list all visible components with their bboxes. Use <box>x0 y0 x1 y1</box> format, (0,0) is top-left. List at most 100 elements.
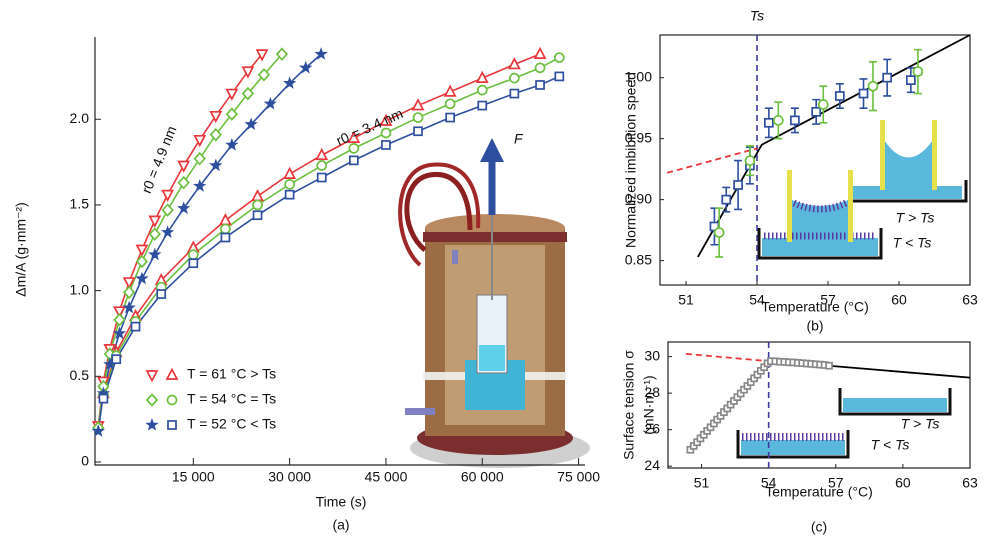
marker <box>135 254 149 269</box>
marker <box>188 258 199 269</box>
marker <box>867 80 879 92</box>
x-axis-label: Temperature (°C) <box>765 484 873 500</box>
x-axis-label: Time (s) <box>316 494 367 510</box>
plate <box>932 120 937 190</box>
marker <box>148 215 162 228</box>
marker <box>905 75 916 85</box>
y-axis-label: (mN·m⁻¹) <box>641 375 657 434</box>
series-line <box>97 53 263 427</box>
axes <box>94 37 585 466</box>
legend-label: T = 52 °C < Ts <box>187 416 276 432</box>
x-axis-label: Temperature (°C) <box>761 299 869 315</box>
ts-label: Ts <box>750 8 764 24</box>
marker <box>225 137 239 151</box>
panel-label: (a) <box>332 517 349 533</box>
marker <box>315 147 329 161</box>
fit-line <box>666 147 758 174</box>
pipe <box>405 408 435 415</box>
marker <box>834 91 845 101</box>
marker <box>744 155 756 166</box>
container <box>736 430 850 459</box>
marker <box>380 127 392 139</box>
marker <box>314 47 328 60</box>
marker <box>443 84 457 97</box>
marker <box>112 326 127 340</box>
x-tick-label: 75 000 <box>557 469 600 485</box>
marker <box>348 155 359 166</box>
marker <box>241 86 255 101</box>
x-tick-label: 54 <box>761 475 777 491</box>
liquid <box>741 440 845 455</box>
x-tick-label: 51 <box>678 292 694 308</box>
annotation: F <box>514 131 524 147</box>
marker <box>284 179 295 190</box>
marker <box>193 179 207 192</box>
marker <box>209 110 223 124</box>
marker <box>113 312 126 327</box>
marker <box>283 76 297 89</box>
marker <box>130 321 141 332</box>
marker <box>91 424 105 437</box>
marker <box>252 199 263 211</box>
marker <box>284 189 295 200</box>
marker <box>275 47 289 61</box>
x-tick-label: 60 <box>895 475 911 491</box>
marker <box>252 210 263 221</box>
meniscus <box>884 140 933 188</box>
inset-b <box>757 120 968 260</box>
marker <box>220 232 231 243</box>
y-tick-label: 0.5 <box>70 367 90 383</box>
x-tick-label: 54 <box>749 292 765 308</box>
plate <box>848 170 853 242</box>
marker <box>811 106 822 117</box>
container <box>757 228 883 260</box>
marker <box>161 189 175 202</box>
inset-label: T < Ts <box>893 235 932 251</box>
marker <box>193 151 206 166</box>
marker <box>193 134 207 148</box>
marker <box>721 194 732 205</box>
marker <box>316 160 328 171</box>
legend-marker <box>166 394 178 406</box>
marker <box>477 100 488 111</box>
marker <box>177 175 190 190</box>
marker <box>882 72 893 83</box>
legend-marker <box>145 370 159 383</box>
marker <box>817 99 829 110</box>
marker <box>475 70 489 83</box>
x-tick-label: 60 000 <box>461 469 504 485</box>
cable <box>398 162 481 267</box>
marker <box>98 393 109 404</box>
panel-label: (c) <box>811 519 827 535</box>
pipe <box>452 250 458 264</box>
plate <box>787 170 792 242</box>
y-tick-label: 0.95 <box>625 129 652 145</box>
marker <box>554 71 565 82</box>
x-tick-label: 57 <box>820 292 836 308</box>
x-tick-label: 30 000 <box>268 469 311 485</box>
marker <box>553 52 565 63</box>
marker <box>535 80 545 90</box>
inset-label: T < Ts <box>871 437 910 453</box>
fit-line <box>828 364 971 379</box>
marker <box>263 96 277 110</box>
marker <box>161 225 175 238</box>
y-tick-label: 1.5 <box>70 196 90 212</box>
y-tick-label: 28 <box>644 384 660 400</box>
marker <box>772 115 784 126</box>
marker <box>534 62 546 74</box>
molecules <box>792 199 848 213</box>
marker <box>148 247 162 261</box>
x-tick-label: 63 <box>962 475 978 491</box>
marker <box>255 49 269 62</box>
marker <box>156 289 167 299</box>
marker <box>113 306 126 319</box>
marker <box>790 115 800 126</box>
inset-c <box>736 388 952 459</box>
marker <box>209 158 223 172</box>
marker <box>764 117 774 128</box>
apparatus <box>398 138 590 468</box>
marker <box>122 300 136 314</box>
tube-liquid <box>479 345 505 371</box>
